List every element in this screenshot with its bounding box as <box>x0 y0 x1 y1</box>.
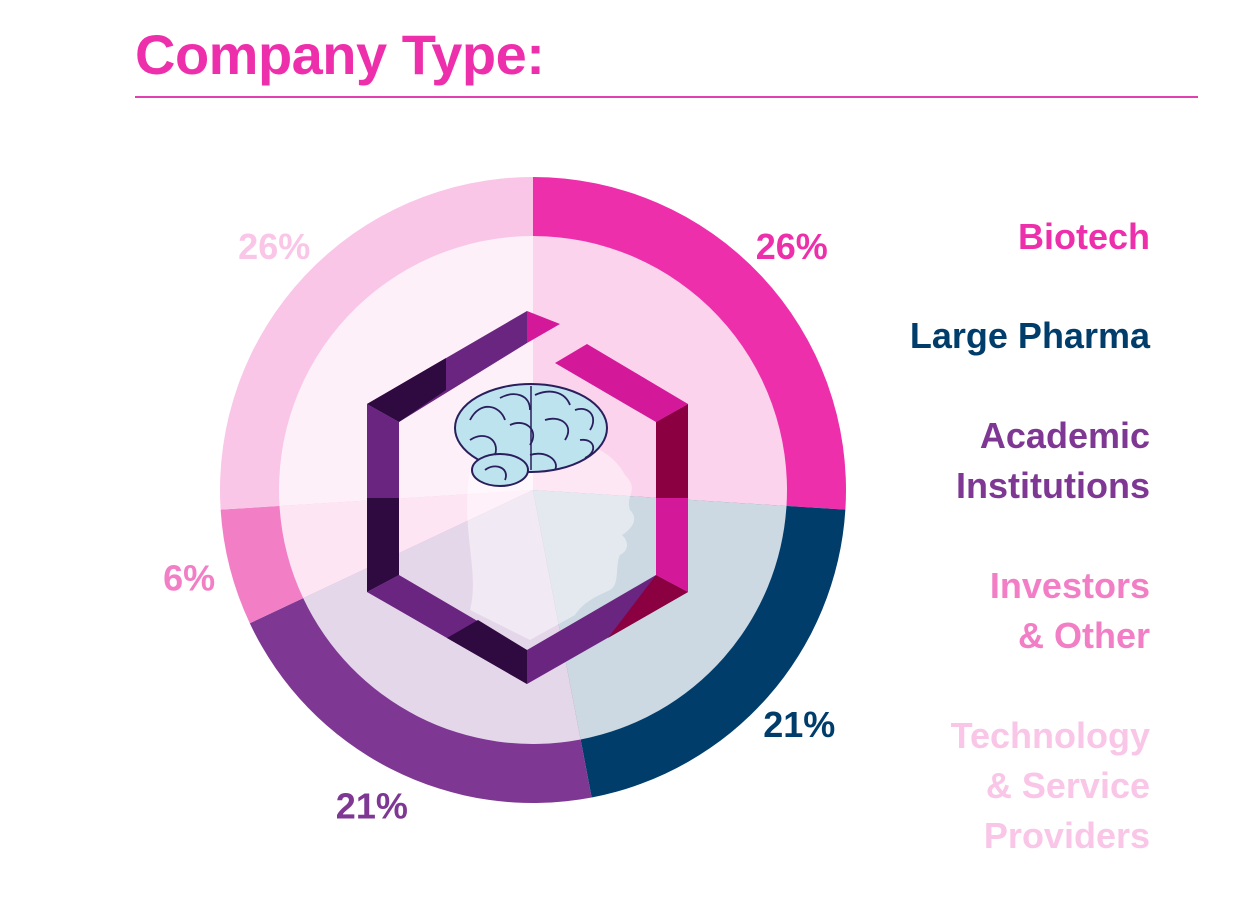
slice-inner-large-pharma <box>533 490 787 740</box>
value-label-investors-and-other: 6% <box>163 557 215 598</box>
value-label-academic-institutions: 21% <box>336 785 408 826</box>
brain-head-icon <box>454 383 635 640</box>
legend-line: & Other <box>1017 615 1150 656</box>
legend-item-investors-and-other: Investors & Other <box>990 561 1150 661</box>
legend-line: Biotech <box>1017 216 1150 257</box>
hexagon-frame <box>367 311 688 684</box>
title-divider <box>135 96 1198 98</box>
legend-line: Providers <box>983 815 1150 856</box>
legend-item-academic-institutions: Academic Institutions <box>956 411 1150 511</box>
legend-line: Technology <box>950 715 1150 756</box>
legend-item-technology-and-service-providers: Technology & Service Providers <box>951 711 1150 861</box>
slice-inner-investors-and-other <box>279 490 533 599</box>
value-label-large-pharma: 21% <box>763 704 835 745</box>
value-label-technology-and-service-providers: 26% <box>238 226 310 267</box>
legend-item-biotech: Biotech <box>1018 212 1150 262</box>
page-title: Company Type: <box>135 23 545 86</box>
legend-line: & Service <box>985 765 1150 806</box>
legend-line: Institutions <box>956 465 1150 506</box>
legend-line: Investors <box>989 565 1150 606</box>
legend-item-large-pharma: Large Pharma <box>910 311 1150 361</box>
legend-line: Academic <box>979 415 1150 456</box>
value-label-biotech: 26% <box>756 226 828 267</box>
legend-line: Large Pharma <box>909 315 1150 356</box>
